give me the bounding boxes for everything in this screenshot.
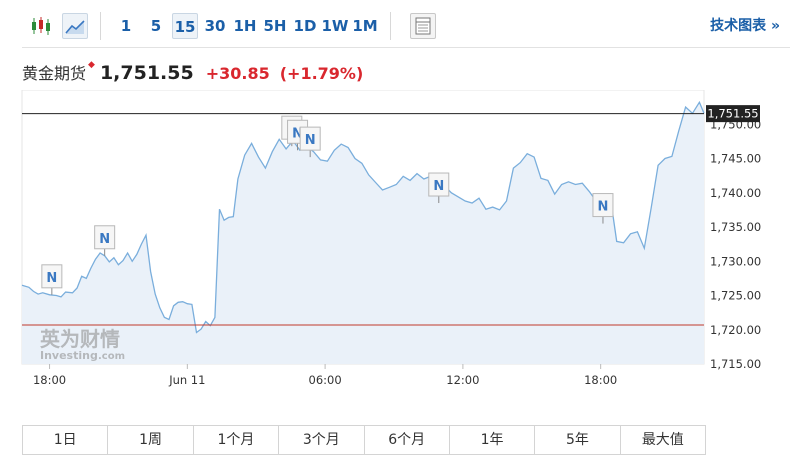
candlestick-icon[interactable]	[28, 13, 54, 39]
range-1m-button[interactable]: 1个月	[194, 426, 280, 454]
period-1d-button[interactable]: 1D	[293, 17, 317, 35]
news-marker[interactable]: N	[428, 172, 450, 204]
news-marker-label: N	[305, 133, 316, 148]
range-max-button[interactable]: 最大值	[641, 432, 684, 448]
news-marker[interactable]: N	[94, 225, 116, 256]
range-1w-button[interactable]: 1周	[108, 426, 194, 454]
price-change: +30.85	[205, 64, 270, 83]
x-tick-label: 18:00	[584, 373, 617, 387]
toolbar-divider	[100, 12, 101, 40]
period-5h-button[interactable]: 5H	[263, 17, 287, 35]
period-1h-button[interactable]: 1H	[233, 17, 257, 35]
range-5y-button[interactable]: 5年	[535, 426, 621, 454]
toolbar-divider	[390, 12, 391, 40]
watermark: 英为财情 Investing .com	[40, 327, 125, 362]
last-price-label: 1,751.55	[707, 107, 758, 121]
period-1w-button[interactable]: 1W	[321, 17, 349, 35]
y-tick-label: 1,725.00	[710, 289, 761, 303]
y-tick-label: 1,715.00	[710, 357, 761, 371]
instrument-name: 黄金期货	[22, 64, 87, 83]
range-6m-button[interactable]: 6个月	[365, 426, 450, 454]
period-1m-button[interactable]: 1M	[352, 17, 378, 35]
news-marker-label: N	[292, 126, 303, 141]
x-tick-label: 12:00	[446, 373, 479, 387]
y-tick-label: 1,740.00	[710, 186, 761, 200]
x-tick-label: Jun 11	[168, 373, 205, 387]
news-marker-label: N	[433, 179, 444, 194]
price-line	[21, 100, 705, 334]
x-tick-label: 06:00	[309, 373, 342, 387]
area-chart-icon[interactable]	[62, 13, 88, 39]
realtime-marker-icon: ◆	[88, 60, 95, 70]
y-tick-label: 1,735.00	[710, 220, 761, 234]
price-chart: 英为财情 Investing .com NNNNNNN 1,715.001,72…	[21, 90, 761, 387]
range-3m-button[interactable]: 3个月	[279, 426, 365, 454]
y-tick-label: 1,745.00	[710, 152, 761, 166]
table-icon[interactable]	[410, 13, 436, 39]
news-marker[interactable]: N	[592, 193, 614, 224]
watermark-suffix: .com	[98, 351, 125, 362]
news-marker[interactable]: N	[41, 264, 63, 295]
news-marker-label: N	[598, 200, 609, 215]
last-price-tag: 1,751.55	[706, 105, 760, 123]
watermark-en: Investing	[40, 349, 98, 362]
news-marker[interactable]: N	[299, 126, 321, 158]
price-change-percent: (+1.79%)	[279, 64, 364, 83]
x-tick-label: 18:00	[33, 373, 66, 387]
technical-chart-link[interactable]: 技术图表 »	[710, 18, 780, 34]
price-area	[22, 102, 704, 365]
range-1y-button[interactable]: 1年	[450, 426, 536, 454]
period-1-button[interactable]: 1	[120, 17, 132, 35]
period-15-button[interactable]: 15	[172, 13, 198, 39]
watermark-cn: 英为财情	[40, 327, 120, 351]
toolbar-divider-line	[22, 47, 790, 48]
chart-toolbar: 1 5 15 30 1H 5H 1D 1W 1M 技术图表 »	[22, 10, 790, 46]
period-5-button[interactable]: 5	[150, 17, 162, 35]
y-tick-label: 1,720.00	[710, 323, 761, 337]
y-tick-label: 1,730.00	[710, 254, 761, 268]
period-30-button[interactable]: 30	[204, 17, 226, 35]
news-marker-label: N	[99, 232, 110, 247]
last-price: 1,751.55	[99, 62, 194, 84]
range-1d-button[interactable]: 1日	[23, 426, 109, 454]
news-marker-label: N	[46, 271, 57, 286]
range-selector: 1日 1周 1个月 3个月 6个月 1年 5年 最大值	[22, 425, 706, 455]
quote-header: 黄金期货 ◆ 1,751.55 +30.85 (+1.79%)	[22, 60, 373, 88]
